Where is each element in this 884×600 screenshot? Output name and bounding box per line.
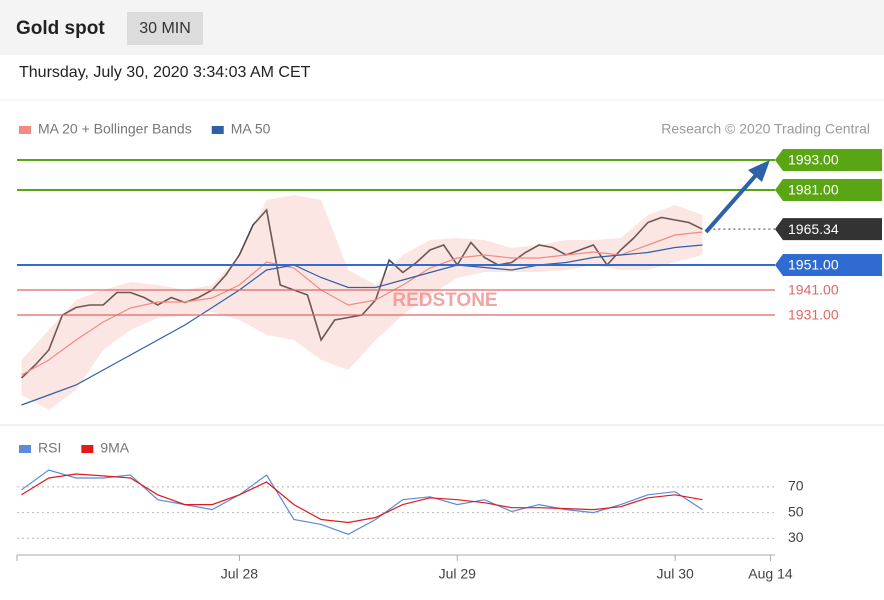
legend-swatch (81, 445, 94, 453)
legend-label: MA 50 (231, 121, 271, 137)
title: Gold spot (16, 18, 105, 39)
level-label: 1993.00 (788, 152, 839, 168)
series-line (21, 469, 703, 535)
legend-swatch (19, 445, 31, 453)
series-line (21, 244, 703, 406)
watermark: REDSTONE (392, 290, 497, 311)
level-label: 1965.34 (788, 221, 839, 237)
level-label: 1951.00 (788, 257, 839, 273)
x-tick-label: Jul 30 (656, 566, 694, 582)
legend-label: MA 20 + Bollinger Bands (38, 121, 192, 137)
level-label: 1931.00 (788, 307, 839, 323)
legend-label: 9MA (100, 440, 129, 456)
forecast-arrow (704, 172, 759, 234)
y-tick-label: 70 (788, 478, 804, 494)
level-label: 1941.00 (788, 282, 839, 298)
series-line (21, 231, 703, 376)
x-tick-label: Jul 28 (221, 566, 259, 582)
level-label: 1981.00 (788, 182, 839, 198)
timestamp: Thursday, July 30, 2020 3:34:03 AM CET (19, 64, 311, 81)
legend-swatch (19, 126, 31, 134)
legend-swatch (211, 126, 224, 134)
y-tick-label: 50 (788, 503, 804, 519)
interval-button[interactable] (127, 12, 203, 45)
legend-label: RSI (38, 440, 61, 456)
credit: Research © 2020 Trading Central (661, 121, 870, 137)
forecast-arrowhead (748, 160, 770, 182)
x-tick-label: Aug 14 (748, 566, 793, 582)
level-box (775, 254, 882, 276)
x-tick-label: Jul 29 (439, 566, 477, 582)
interval[interactable]: 30 MIN (139, 20, 191, 37)
level-box (775, 149, 882, 171)
y-tick-label: 30 (788, 529, 804, 545)
level-box (775, 218, 882, 241)
series-line (21, 473, 703, 524)
level-box (775, 179, 882, 201)
